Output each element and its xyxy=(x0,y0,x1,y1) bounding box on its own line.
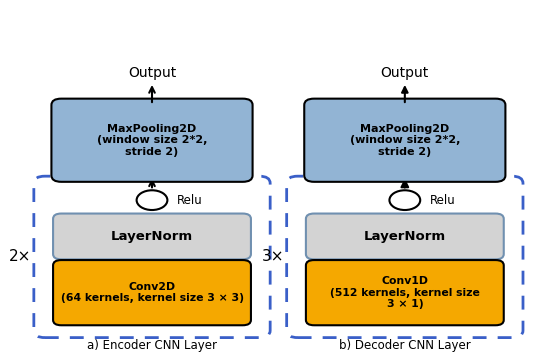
Text: Relu: Relu xyxy=(177,194,203,207)
Text: MaxPooling2D
(window size 2*2,
stride 2): MaxPooling2D (window size 2*2, stride 2) xyxy=(97,124,207,157)
Text: Conv2D
(64 kernels, kernel size 3 × 3): Conv2D (64 kernels, kernel size 3 × 3) xyxy=(61,282,244,304)
FancyBboxPatch shape xyxy=(51,99,252,182)
Text: 2×: 2× xyxy=(9,250,31,265)
Text: Relu: Relu xyxy=(430,194,456,207)
FancyBboxPatch shape xyxy=(306,213,504,259)
Circle shape xyxy=(389,190,420,210)
FancyBboxPatch shape xyxy=(306,260,504,325)
Text: Output: Output xyxy=(128,66,176,80)
FancyBboxPatch shape xyxy=(53,260,251,325)
Text: MaxPooling2D
(window size 2*2,
stride 2): MaxPooling2D (window size 2*2, stride 2) xyxy=(350,124,460,157)
Circle shape xyxy=(137,190,167,210)
Text: b) Decoder CNN Layer: b) Decoder CNN Layer xyxy=(339,339,471,352)
FancyBboxPatch shape xyxy=(304,99,505,182)
Text: a) Encoder CNN Layer: a) Encoder CNN Layer xyxy=(87,339,217,352)
Text: LayerNorm: LayerNorm xyxy=(364,230,446,243)
FancyBboxPatch shape xyxy=(53,213,251,259)
Text: 3×: 3× xyxy=(261,250,284,265)
Text: Output: Output xyxy=(381,66,429,80)
Text: LayerNorm: LayerNorm xyxy=(111,230,193,243)
Text: Conv1D
(512 kernels, kernel size
3 × 1): Conv1D (512 kernels, kernel size 3 × 1) xyxy=(330,276,480,309)
